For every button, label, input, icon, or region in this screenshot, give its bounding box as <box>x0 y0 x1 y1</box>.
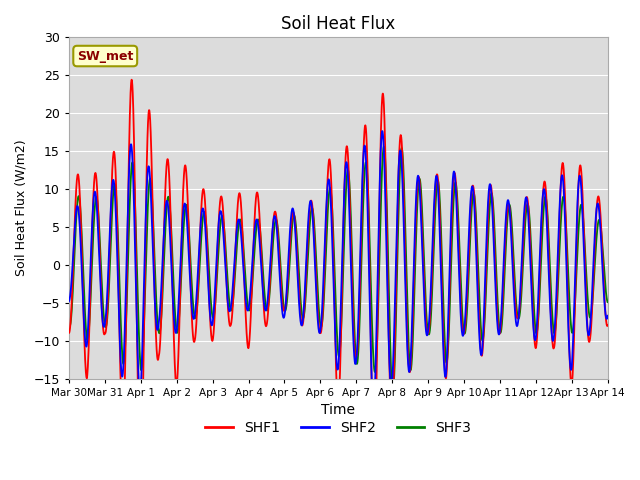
SHF3 <box>604 300 612 305</box>
SHF3 <box>127 184 134 190</box>
SHF3 <box>65 322 73 327</box>
SHF1 <box>65 330 73 336</box>
SHF3 <box>536 296 543 302</box>
Title: Soil Heat Flux: Soil Heat Flux <box>281 15 396 33</box>
SHF1 <box>127 95 134 100</box>
SHF2 <box>127 144 134 150</box>
Line: SHF1: SHF1 <box>69 80 608 477</box>
Y-axis label: Soil Heat Flux (W/m2): Soil Heat Flux (W/m2) <box>15 140 28 276</box>
Line: SHF2: SHF2 <box>69 131 608 407</box>
SHF2 <box>272 216 280 221</box>
SHF3 <box>159 295 166 301</box>
SHF2 <box>295 298 303 303</box>
SHF2 <box>536 264 543 270</box>
SHF1 <box>137 474 145 480</box>
X-axis label: Time: Time <box>321 403 355 418</box>
Legend: SHF1, SHF2, SHF3: SHF1, SHF2, SHF3 <box>200 415 477 440</box>
SHF3 <box>295 269 303 275</box>
Line: SHF3: SHF3 <box>69 146 608 393</box>
SHF1 <box>536 280 543 286</box>
Text: SW_met: SW_met <box>77 49 133 62</box>
SHF2 <box>594 201 602 207</box>
SHF1 <box>272 211 280 217</box>
SHF1 <box>159 270 166 276</box>
SHF3 <box>594 225 602 230</box>
SHF3 <box>272 217 280 223</box>
SHF2 <box>378 128 386 134</box>
SHF1 <box>594 197 602 203</box>
SHF2 <box>65 299 73 304</box>
SHF2 <box>370 404 378 410</box>
SHF3 <box>380 144 388 149</box>
SHF3 <box>389 390 397 396</box>
SHF1 <box>296 293 303 299</box>
SHF2 <box>604 313 612 319</box>
SHF1 <box>128 77 136 83</box>
SHF1 <box>604 323 612 328</box>
SHF2 <box>159 262 166 268</box>
